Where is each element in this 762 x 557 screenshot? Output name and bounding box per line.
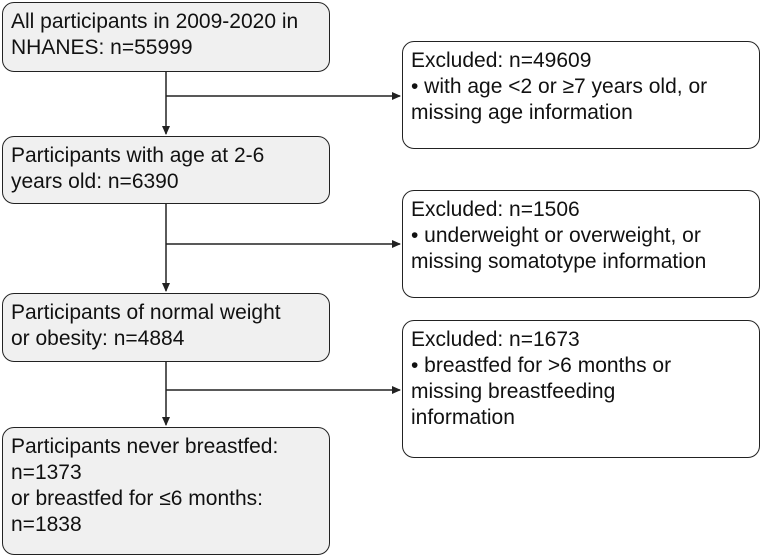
box-line: or breastfed for ≤6 months: xyxy=(11,487,263,510)
box-line: Excluded: n=1673 xyxy=(411,328,580,351)
box-line: Participants of normal weight xyxy=(11,301,281,324)
box-line: NHANES: n=55999 xyxy=(11,36,193,59)
participants-all-box: All participants in 2009-2020 in NHANES:… xyxy=(2,2,330,72)
exclusion-box-age: Excluded: n=49609 • with age <2 or ≥7 ye… xyxy=(402,41,760,149)
box-line: or obesity: n=4884 xyxy=(11,327,185,350)
box-line: • underweight or overweight, or xyxy=(411,224,701,247)
participants-weight-box: Participants of normal weight or obesity… xyxy=(2,293,330,362)
box-line: missing somatotype information xyxy=(411,250,707,273)
exclusion-box-breastfeeding: Excluded: n=1673 • breastfed for >6 mont… xyxy=(402,320,760,458)
box-line: Excluded: n=49609 xyxy=(411,49,592,72)
box-line: All participants in 2009-2020 in xyxy=(11,10,299,33)
participants-age-box: Participants with age at 2-6 years old: … xyxy=(2,136,330,204)
box-line: • breastfed for >6 months or xyxy=(411,354,672,377)
box-line: Excluded: n=1506 xyxy=(411,198,580,221)
box-line: Participants with age at 2-6 xyxy=(11,144,265,167)
participants-final-box: Participants never breastfed: n=1373 or … xyxy=(2,427,330,555)
box-line: information xyxy=(411,406,515,429)
exclusion-box-weight: Excluded: n=1506 • underweight or overwe… xyxy=(402,190,760,298)
box-line: missing age information xyxy=(411,101,633,124)
box-line: years old: n=6390 xyxy=(11,170,179,193)
box-line: n=1373 xyxy=(11,461,82,484)
box-line: • with age <2 or ≥7 years old, or xyxy=(411,75,708,98)
box-line: missing breastfeeding xyxy=(411,380,616,403)
box-line: Participants never breastfed: xyxy=(11,435,279,458)
box-line: n=1838 xyxy=(11,513,82,536)
